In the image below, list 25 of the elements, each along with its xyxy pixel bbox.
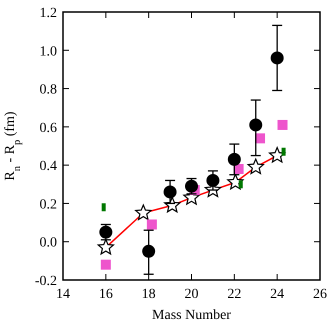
y-tick-label: 0.4 — [40, 159, 57, 174]
point — [146, 219, 157, 230]
x-tick-label: 22 — [227, 287, 242, 302]
y-tick-label: 0.2 — [40, 197, 57, 212]
x-tick-label: 26 — [313, 287, 327, 302]
point — [249, 118, 262, 132]
y-tick-label: 0.8 — [40, 82, 57, 98]
y-tick-label: 1.2 — [40, 6, 57, 21]
point — [270, 51, 284, 64]
point — [206, 174, 220, 187]
x-tick-label: 16 — [98, 287, 113, 302]
x-tick-label: 18 — [142, 287, 156, 302]
y-tick-label: 0.6 — [40, 120, 57, 136]
point — [142, 244, 156, 258]
y-tick-label: -0.2 — [34, 274, 57, 289]
x-axis-title: Mass Number — [152, 308, 232, 323]
x-tick-label: 20 — [184, 287, 198, 302]
x-tick-label: 14 — [56, 287, 70, 302]
point — [164, 185, 177, 198]
x-tick-label: 24 — [270, 287, 284, 302]
y-tick-label: 1.0 — [40, 44, 57, 60]
y-tick-label: 0.0 — [40, 236, 57, 251]
point — [228, 152, 241, 166]
point — [278, 120, 288, 130]
point — [100, 260, 111, 270]
